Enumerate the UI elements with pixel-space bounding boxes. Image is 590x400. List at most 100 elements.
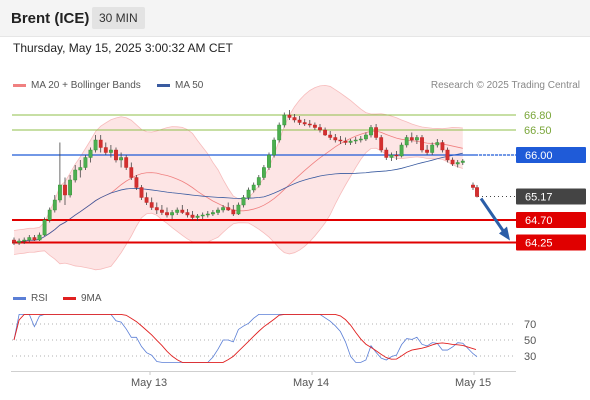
candle-body-6 bbox=[42, 219, 47, 236]
timestamp: Thursday, May 15, 2025 3:00:32 AM CET bbox=[13, 41, 233, 55]
time-axis bbox=[11, 371, 516, 372]
candle-body-50 bbox=[267, 154, 271, 168]
legend-rsi: RSI bbox=[13, 293, 48, 304]
candle-body-69 bbox=[364, 134, 368, 140]
candle-body-21 bbox=[119, 157, 124, 161]
level-label-66-00: 66.00 bbox=[525, 150, 553, 162]
legend-ma50: MA 50 bbox=[157, 80, 203, 91]
x-label-may13: May 13 bbox=[131, 377, 168, 389]
candle-body-87 bbox=[455, 162, 460, 165]
candle-body-49 bbox=[262, 167, 266, 178]
candle-body-9 bbox=[58, 184, 62, 201]
candle-body-15 bbox=[88, 149, 93, 158]
candle-body-0 bbox=[12, 239, 16, 243]
candle-body-30 bbox=[165, 212, 169, 216]
candle-body-38 bbox=[205, 213, 210, 216]
rsi-level-label-30: 30 bbox=[524, 351, 536, 363]
candle-body-45 bbox=[241, 197, 246, 206]
timeframe-button[interactable]: 30 MIN bbox=[92, 7, 145, 29]
candle-body-31 bbox=[170, 212, 174, 216]
candle-body-70 bbox=[369, 127, 373, 136]
candle-body-54 bbox=[287, 114, 292, 118]
legend-ma9: 9MA bbox=[63, 293, 102, 304]
ma9-swatch bbox=[63, 297, 76, 300]
candle-body-13 bbox=[78, 167, 83, 171]
candle-body-72 bbox=[379, 137, 384, 151]
candle-body-24 bbox=[134, 177, 139, 188]
projection-arrow bbox=[479, 197, 507, 235]
candle-body-84 bbox=[440, 142, 445, 151]
x-label-may14: May 14 bbox=[293, 377, 330, 389]
rsi-label: RSI bbox=[31, 293, 48, 304]
candle-body-46 bbox=[246, 189, 251, 198]
candle-body-18 bbox=[103, 147, 108, 153]
candle-body-7 bbox=[47, 209, 52, 221]
ma20-label: MA 20 + Bollinger Bands bbox=[31, 80, 141, 91]
candle-body-22 bbox=[124, 157, 129, 168]
candle-body-44 bbox=[236, 204, 241, 215]
candle-body-3 bbox=[27, 237, 32, 241]
rsi-level-label-70: 70 bbox=[524, 319, 536, 331]
candle-body-59 bbox=[313, 124, 317, 128]
level-tag-64-70 bbox=[516, 212, 586, 228]
instrument-title: Brent (ICE) bbox=[11, 10, 90, 27]
candle-body-1 bbox=[17, 240, 21, 243]
candle-body-2 bbox=[22, 239, 27, 242]
candle-body-64 bbox=[338, 139, 343, 142]
candle-body-62 bbox=[328, 134, 333, 138]
candle-body-37 bbox=[200, 214, 205, 217]
candle-body-67 bbox=[353, 139, 358, 142]
candle-body-16 bbox=[93, 139, 98, 151]
x-label-may15: May 15 bbox=[455, 377, 492, 389]
candle-body-53 bbox=[282, 114, 287, 126]
candle-body-61 bbox=[323, 129, 327, 136]
candle-body-41 bbox=[221, 207, 225, 211]
candle-body-79 bbox=[415, 137, 419, 141]
candle-body-34 bbox=[185, 212, 190, 216]
ma50-line bbox=[13, 152, 463, 243]
ma50-swatch bbox=[157, 84, 170, 87]
candle-body-17 bbox=[98, 139, 103, 148]
candle-body-last-1 bbox=[475, 187, 479, 197]
candle-body-65 bbox=[343, 140, 348, 143]
credit-text: Research © 2025 Trading Central bbox=[430, 80, 580, 91]
candle-body-25 bbox=[139, 187, 144, 198]
candle-body-36 bbox=[195, 215, 200, 218]
candle-body-58 bbox=[307, 123, 312, 126]
candle-body-5 bbox=[37, 234, 42, 241]
level-label-64-25: 64.25 bbox=[525, 238, 553, 250]
ma20-swatch bbox=[13, 84, 26, 87]
level-tag-66-00 bbox=[516, 147, 586, 163]
candle-body-32 bbox=[175, 209, 180, 213]
level-label-66-50: 66.50 bbox=[524, 125, 552, 137]
candle-body-27 bbox=[149, 202, 154, 208]
candle-body-43 bbox=[231, 209, 236, 215]
rsi-line bbox=[13, 313, 478, 363]
candle-body-74 bbox=[389, 154, 394, 158]
candle-body-55 bbox=[292, 117, 297, 121]
candle-body-14 bbox=[83, 157, 88, 168]
candle-body-35 bbox=[190, 214, 195, 218]
candle-body-68 bbox=[358, 138, 363, 141]
candle-body-51 bbox=[272, 139, 276, 156]
candle-body-20 bbox=[114, 149, 118, 161]
candle-body-76 bbox=[399, 144, 404, 157]
candle-body-88 bbox=[460, 160, 465, 163]
candle-body-73 bbox=[384, 149, 389, 158]
candle-body-33 bbox=[180, 209, 185, 213]
candle-body-28 bbox=[154, 207, 159, 211]
level-label-66-80: 66.80 bbox=[524, 110, 552, 122]
candle-body-47 bbox=[251, 184, 256, 191]
candle-body-66 bbox=[348, 140, 353, 143]
candle-body-71 bbox=[374, 127, 378, 138]
legend-ma20: MA 20 + Bollinger Bands bbox=[13, 80, 141, 91]
candle-body-12 bbox=[73, 169, 78, 181]
candle-body-63 bbox=[333, 137, 338, 141]
candle-body-23 bbox=[129, 167, 134, 178]
candle-body-29 bbox=[159, 209, 164, 213]
rsi-ma9-line bbox=[13, 313, 477, 363]
level-label-64-70: 64.70 bbox=[525, 215, 553, 227]
projection-arrowhead bbox=[499, 226, 510, 241]
